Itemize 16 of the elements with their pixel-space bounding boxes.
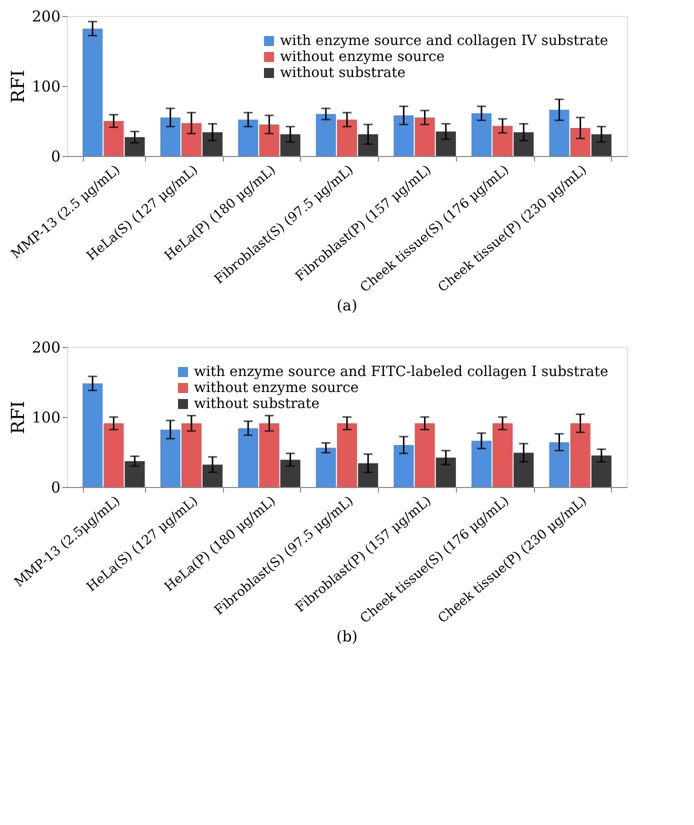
y-tick-label: 100 — [32, 408, 60, 426]
y-tick-label: 100 — [32, 78, 60, 96]
text: (a) — [336, 296, 358, 314]
legend-label: without substrate — [280, 65, 406, 81]
legend-label: with enzyme source and collagen IV substrate — [280, 33, 608, 49]
y-axis-title: RFI — [8, 400, 29, 434]
y-tick-label: 0 — [50, 478, 60, 496]
legend-label: without enzyme source — [194, 380, 359, 396]
y-tick-label: 0 — [50, 148, 60, 166]
legend-label: with enzyme source and FITC-labeled collagen I substrate — [194, 364, 608, 380]
legend-label: without substrate — [194, 396, 320, 412]
y-tick-label: 200 — [32, 338, 60, 356]
legend-label: without enzyme source — [280, 49, 445, 65]
y-axis-title: RFI — [8, 70, 29, 104]
text: (b) — [336, 627, 358, 646]
y-tick-label: 200 — [32, 8, 60, 26]
